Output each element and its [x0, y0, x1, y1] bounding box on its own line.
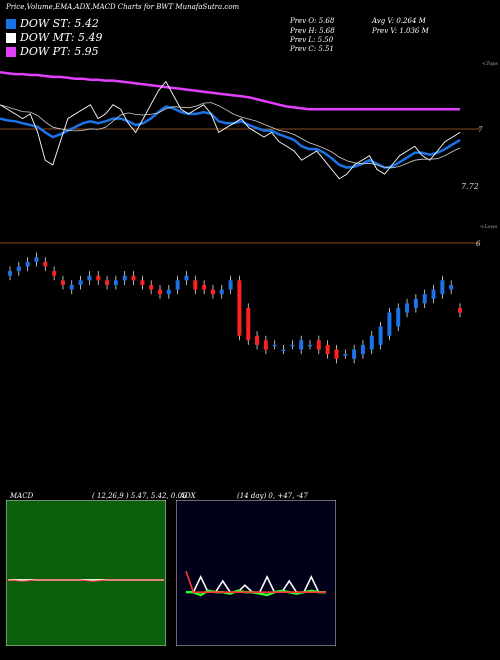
- candle-body: [246, 308, 251, 341]
- candle-body: [422, 294, 427, 304]
- candle-body: [431, 289, 436, 299]
- close-price-line: [0, 80, 461, 180]
- price-ema-chart: <Tops <Lows 7 6 7.72: [0, 61, 498, 364]
- macd-params: ( 12,26,9 ) 5.47, 5.42, 0.05: [92, 492, 187, 500]
- macd-title: MACD: [10, 492, 34, 500]
- ema-line-1: [0, 71, 460, 111]
- adx-chart: [176, 500, 336, 646]
- adx-params: (14 day) 0, +47, -47: [237, 492, 308, 500]
- candle-body: [449, 284, 454, 290]
- candle-body: [78, 280, 83, 285]
- candle-body: [308, 344, 312, 347]
- chart-header-title: Price,Volume,EMA,ADX,MACD Charts for BWT…: [6, 3, 240, 11]
- adx-background: [176, 500, 336, 646]
- prev-low: Prev L: 5.50: [290, 36, 334, 44]
- candle-body: [210, 289, 215, 295]
- last-price-label: 7.72: [461, 182, 479, 191]
- candle-body: [184, 275, 189, 281]
- candle-body: [272, 344, 277, 347]
- candle-body: [202, 284, 207, 290]
- candle-body: [405, 303, 410, 313]
- candle-body: [396, 308, 401, 327]
- candle-body: [149, 284, 154, 290]
- candle-body: [387, 312, 392, 336]
- macd-line-2: [7, 579, 164, 582]
- candle-body: [43, 261, 48, 267]
- macd-chart: [6, 500, 166, 646]
- candle-body: [96, 275, 101, 281]
- candle-body: [60, 280, 65, 285]
- macd-background: [6, 500, 166, 646]
- candle-body: [263, 340, 268, 350]
- adx-title: ADX: [180, 492, 196, 500]
- candle-body: [69, 284, 74, 290]
- candle-body: [299, 340, 304, 350]
- dow-st-swatch: [6, 18, 16, 29]
- dow-mt-label: DOW MT: 5.49: [20, 31, 103, 44]
- candle-body: [131, 275, 136, 281]
- candle-body: [458, 308, 462, 313]
- candle-body: [325, 344, 330, 355]
- prev-open: Prev O: 5.68: [290, 17, 335, 25]
- candle-body: [25, 261, 30, 267]
- candle-body: [378, 326, 383, 345]
- candle-body: [52, 271, 57, 276]
- adx-lines-group: [185, 570, 326, 597]
- candle-body: [369, 335, 374, 350]
- candle-body: [193, 280, 198, 290]
- candle-body: [166, 289, 171, 295]
- prev-volume: Prev V: 1.036 M: [372, 27, 429, 35]
- tops-label: <Tops: [482, 61, 498, 67]
- prev-close: Prev C: 5.51: [290, 45, 334, 53]
- lows-label: <Lows: [480, 224, 498, 230]
- dow-pt-legend: DOW PT: 5.95: [6, 45, 99, 58]
- level-label-a: 7: [478, 126, 483, 134]
- dow-st-label: DOW ST: 5.42: [20, 17, 99, 30]
- candle-body: [16, 266, 21, 272]
- dow-mt-swatch: [6, 32, 16, 43]
- candle-body: [122, 275, 127, 281]
- candle-body: [316, 340, 321, 350]
- candle-body: [290, 344, 295, 347]
- adx-line-3: [185, 570, 326, 593]
- candle-body: [281, 349, 286, 352]
- candle-body: [352, 349, 357, 359]
- candle-body: [8, 271, 12, 276]
- candle-body: [175, 280, 180, 290]
- prev-high: Prev H: 5.68: [290, 27, 335, 35]
- candle-body: [219, 289, 224, 295]
- candle-body: [158, 289, 162, 295]
- candles-group: [8, 252, 462, 364]
- candle-body: [105, 280, 110, 285]
- dow-pt-label: DOW PT: 5.95: [20, 45, 99, 58]
- level-label-b: 6: [476, 240, 481, 248]
- macd-lines-group: [7, 579, 164, 582]
- slow-ema-line: [0, 102, 461, 169]
- candle-body: [413, 298, 418, 308]
- candle-body: [343, 354, 348, 356]
- candle-body: [87, 275, 92, 281]
- candle-body: [140, 280, 145, 285]
- ema-lines-group: [0, 71, 461, 180]
- dow-mt-legend: DOW MT: 5.49: [6, 31, 103, 44]
- dow-st-legend: DOW ST: 5.42: [6, 17, 99, 30]
- candle-body: [237, 280, 242, 336]
- candle-body: [440, 280, 445, 295]
- candle-body: [34, 257, 39, 262]
- candle-body: [360, 344, 365, 355]
- ema-line-2: [0, 105, 461, 169]
- avg-volume: Avg V: 0.264 M: [372, 17, 426, 25]
- candle-body: [334, 349, 339, 359]
- dow-pt-swatch: [6, 46, 16, 57]
- candle-body: [228, 280, 233, 290]
- candle-body: [255, 335, 260, 345]
- candle-body: [113, 280, 118, 285]
